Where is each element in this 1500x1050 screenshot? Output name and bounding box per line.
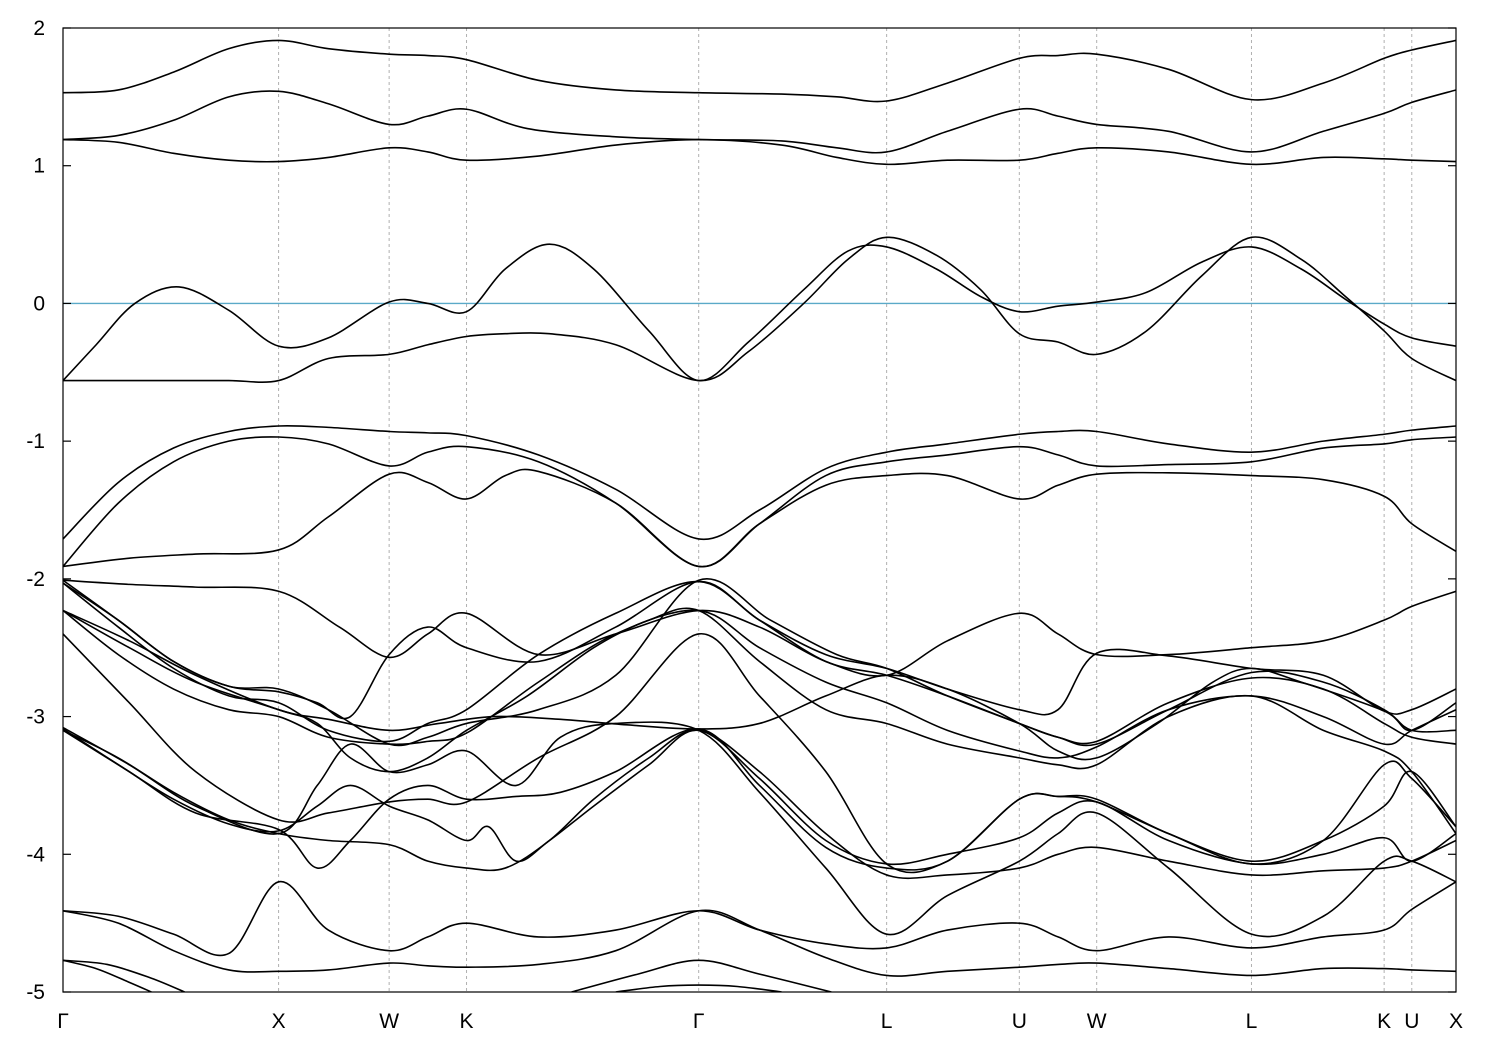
band-line xyxy=(63,577,1456,747)
band-line xyxy=(63,909,1456,977)
plot-frame xyxy=(62,27,1457,993)
band-line xyxy=(63,580,1456,745)
band-line xyxy=(63,436,1456,568)
y-tick-label: -1 xyxy=(26,430,45,453)
band-line xyxy=(63,721,1456,938)
band-line xyxy=(615,984,782,992)
x-tick-label: W xyxy=(379,1010,399,1033)
high-symmetry-gridlines xyxy=(278,28,1413,992)
x-tick-label: K xyxy=(460,1010,474,1033)
x-tick-label: U xyxy=(1404,1010,1419,1033)
band-line xyxy=(63,959,185,992)
x-tick-label: L xyxy=(881,1010,893,1033)
band-lines xyxy=(63,39,1456,992)
band-line xyxy=(571,959,832,992)
band-line xyxy=(63,729,1456,866)
band-line xyxy=(63,138,1456,166)
band-line xyxy=(63,579,1456,677)
band-line xyxy=(63,236,1456,383)
y-tick-label: -5 xyxy=(26,981,45,1004)
band-line xyxy=(63,243,1456,382)
x-tick-label: Γ xyxy=(693,1010,705,1033)
band-line xyxy=(63,424,1456,541)
band-line xyxy=(63,89,1456,154)
y-tick-label: 1 xyxy=(33,155,45,178)
y-tick-label: -2 xyxy=(26,568,45,591)
x-tick-label: K xyxy=(1377,1010,1391,1033)
y-axis-ticks: 2 1 0 -1 -2 -3 -4 -5 xyxy=(26,17,1456,1004)
x-tick-label: X xyxy=(272,1010,286,1033)
band-line xyxy=(63,579,1456,720)
band-line xyxy=(63,729,1456,880)
x-tick-label: L xyxy=(1246,1010,1258,1033)
y-tick-label: -4 xyxy=(26,843,45,866)
y-tick-label: 0 xyxy=(33,292,45,315)
band-line xyxy=(63,881,1456,957)
band-line xyxy=(63,959,152,992)
x-tick-label: W xyxy=(1087,1010,1107,1033)
x-tick-label: Γ xyxy=(57,1010,69,1033)
band-line xyxy=(63,607,1456,835)
y-tick-label: 2 xyxy=(33,17,45,40)
band-line xyxy=(63,728,1456,871)
x-tick-label: U xyxy=(1012,1010,1027,1033)
band-line xyxy=(63,609,1456,761)
band-line xyxy=(63,39,1456,103)
x-tick-label: X xyxy=(1449,1010,1463,1033)
y-tick-label: -3 xyxy=(26,706,45,729)
band-line xyxy=(63,633,1456,874)
band-line xyxy=(63,609,1456,759)
band-line xyxy=(63,468,1456,568)
